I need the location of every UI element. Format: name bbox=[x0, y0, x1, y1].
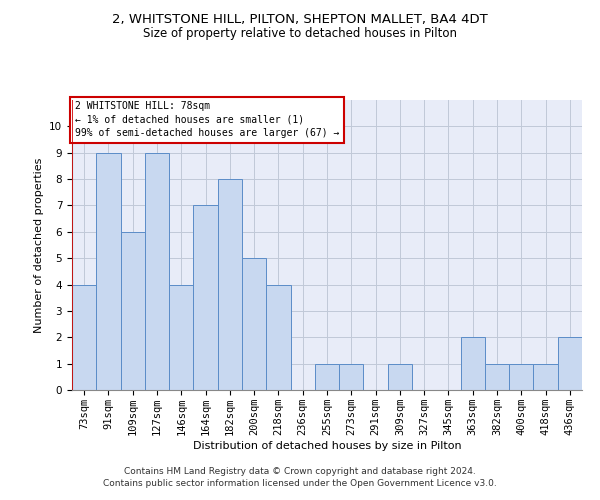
Bar bbox=[145, 152, 169, 390]
Bar bbox=[266, 284, 290, 390]
Bar bbox=[121, 232, 145, 390]
Bar bbox=[485, 364, 509, 390]
Bar bbox=[339, 364, 364, 390]
Bar bbox=[169, 284, 193, 390]
Text: 2 WHITSTONE HILL: 78sqm
← 1% of detached houses are smaller (1)
99% of semi-deta: 2 WHITSTONE HILL: 78sqm ← 1% of detached… bbox=[74, 102, 339, 138]
Bar bbox=[218, 179, 242, 390]
Text: 2, WHITSTONE HILL, PILTON, SHEPTON MALLET, BA4 4DT: 2, WHITSTONE HILL, PILTON, SHEPTON MALLE… bbox=[112, 12, 488, 26]
Bar bbox=[193, 206, 218, 390]
Text: Size of property relative to detached houses in Pilton: Size of property relative to detached ho… bbox=[143, 28, 457, 40]
Text: Contains HM Land Registry data © Crown copyright and database right 2024.
Contai: Contains HM Land Registry data © Crown c… bbox=[103, 466, 497, 487]
Bar bbox=[96, 152, 121, 390]
Y-axis label: Number of detached properties: Number of detached properties bbox=[34, 158, 44, 332]
X-axis label: Distribution of detached houses by size in Pilton: Distribution of detached houses by size … bbox=[193, 440, 461, 450]
Bar bbox=[315, 364, 339, 390]
Bar bbox=[558, 338, 582, 390]
Bar bbox=[509, 364, 533, 390]
Bar bbox=[72, 284, 96, 390]
Bar bbox=[242, 258, 266, 390]
Bar bbox=[533, 364, 558, 390]
Bar bbox=[388, 364, 412, 390]
Bar bbox=[461, 338, 485, 390]
